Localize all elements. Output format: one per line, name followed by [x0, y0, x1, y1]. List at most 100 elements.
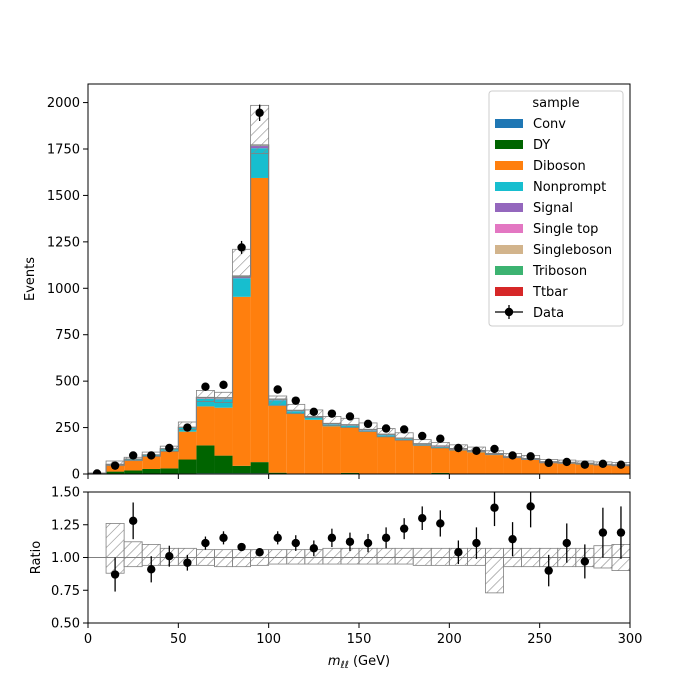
ratio-point — [327, 533, 337, 543]
bar — [124, 470, 143, 474]
y-tick-label: 1500 — [47, 189, 80, 204]
legend-entry: Singleboson — [495, 243, 612, 258]
data-point — [219, 380, 228, 390]
bar — [250, 462, 269, 474]
bar — [232, 465, 251, 474]
y-tick-label: 1750 — [47, 143, 80, 158]
legend-swatch — [495, 245, 523, 254]
legend-swatch — [495, 266, 523, 275]
ratio-band-bin — [376, 547, 396, 565]
y-axis-label: Events — [23, 257, 38, 301]
x-tick-label: 50 — [170, 632, 187, 647]
ratio-point — [544, 566, 553, 575]
ratio-point — [363, 538, 373, 548]
bar — [539, 463, 558, 474]
data-point — [454, 443, 463, 453]
bar — [377, 436, 396, 474]
legend-label: Data — [533, 306, 564, 321]
y-tick-label: 1000 — [47, 282, 80, 297]
uncertainty-bin — [195, 390, 215, 402]
bar — [232, 277, 251, 279]
data-point — [345, 412, 355, 421]
bar — [196, 398, 215, 407]
bar — [340, 472, 359, 474]
bar — [395, 440, 414, 474]
x-tick-label: 0 — [84, 632, 92, 647]
legend-entry: DY — [495, 138, 550, 153]
y-tick-label: 0 — [72, 468, 80, 483]
data-point — [201, 382, 210, 391]
ratio-y-tick-label: 0.75 — [51, 584, 80, 599]
bar — [196, 445, 215, 474]
uncertainty-bin — [430, 442, 450, 449]
bar — [485, 455, 504, 474]
legend-swatch — [495, 287, 523, 296]
bar — [178, 459, 197, 474]
legend-label: Conv — [533, 117, 566, 132]
x-tick-label: 200 — [437, 632, 462, 647]
uncertainty-bin — [268, 395, 288, 406]
ratio-point — [183, 558, 192, 567]
ratio-panel: 0.50 0.75 1.00 1.25 1.50 0 50 100 150 200 250 300 Ra… — [29, 486, 642, 672]
bar — [196, 406, 215, 446]
bar — [214, 399, 233, 408]
ratio-band-bin — [394, 547, 414, 565]
data-point — [381, 424, 391, 433]
uncertainty-bin — [412, 439, 432, 446]
bar — [503, 458, 522, 474]
data-point — [580, 460, 590, 469]
ratio-point — [454, 548, 463, 557]
data-point — [165, 443, 174, 453]
bar — [160, 450, 179, 469]
ratio-y-tick-label: 1.25 — [51, 518, 80, 533]
bar — [268, 472, 287, 474]
bar — [106, 471, 125, 474]
bar — [575, 464, 594, 474]
data-point — [598, 459, 608, 468]
data-point — [363, 419, 373, 429]
data-point — [616, 460, 626, 469]
legend-entry: Triboson — [495, 264, 587, 279]
data-point — [291, 396, 300, 405]
main-panel: 0 250 500 750 1000 1250 1500 1750 2000 Events — [23, 83, 631, 483]
ratio-point — [526, 502, 535, 511]
y-tick-label: 1250 — [47, 235, 80, 250]
ratio-point — [562, 538, 571, 548]
ratio-point — [508, 534, 517, 544]
ratio-point — [237, 542, 246, 552]
legend-swatch — [495, 140, 523, 149]
bar — [232, 278, 251, 297]
data-point — [237, 243, 246, 252]
legend-label: Triboson — [532, 264, 587, 279]
bar — [431, 472, 450, 474]
y-tick-label: 750 — [55, 328, 80, 343]
bar — [611, 466, 630, 474]
ratio-point — [418, 514, 427, 523]
ratio-band-bin — [485, 547, 504, 594]
legend-swatch — [495, 182, 523, 191]
data-points — [92, 104, 626, 474]
ratio-point — [110, 570, 120, 579]
ratio-band-bin — [268, 549, 288, 565]
bar — [340, 427, 359, 473]
data-point — [147, 451, 156, 460]
legend-marker — [504, 307, 514, 317]
ratio-point — [399, 524, 409, 533]
bar — [322, 426, 341, 474]
legend-label: Signal — [533, 201, 573, 216]
ratio-point — [490, 503, 499, 512]
bar — [593, 465, 612, 474]
bar — [124, 460, 143, 471]
y-tick-label: 2000 — [47, 96, 80, 111]
legend-entry: Data — [495, 305, 564, 321]
ratio-y-tick-label: 1.50 — [51, 486, 80, 501]
data-point — [110, 461, 120, 470]
ratio-band-bin — [123, 541, 143, 568]
ratio-point — [147, 565, 156, 574]
legend-label: Ttbar — [532, 285, 568, 300]
ratio-band-bin — [322, 547, 342, 565]
ratio-band-bin — [232, 549, 252, 568]
ratio-point — [165, 551, 174, 561]
ratio-point — [381, 533, 391, 543]
